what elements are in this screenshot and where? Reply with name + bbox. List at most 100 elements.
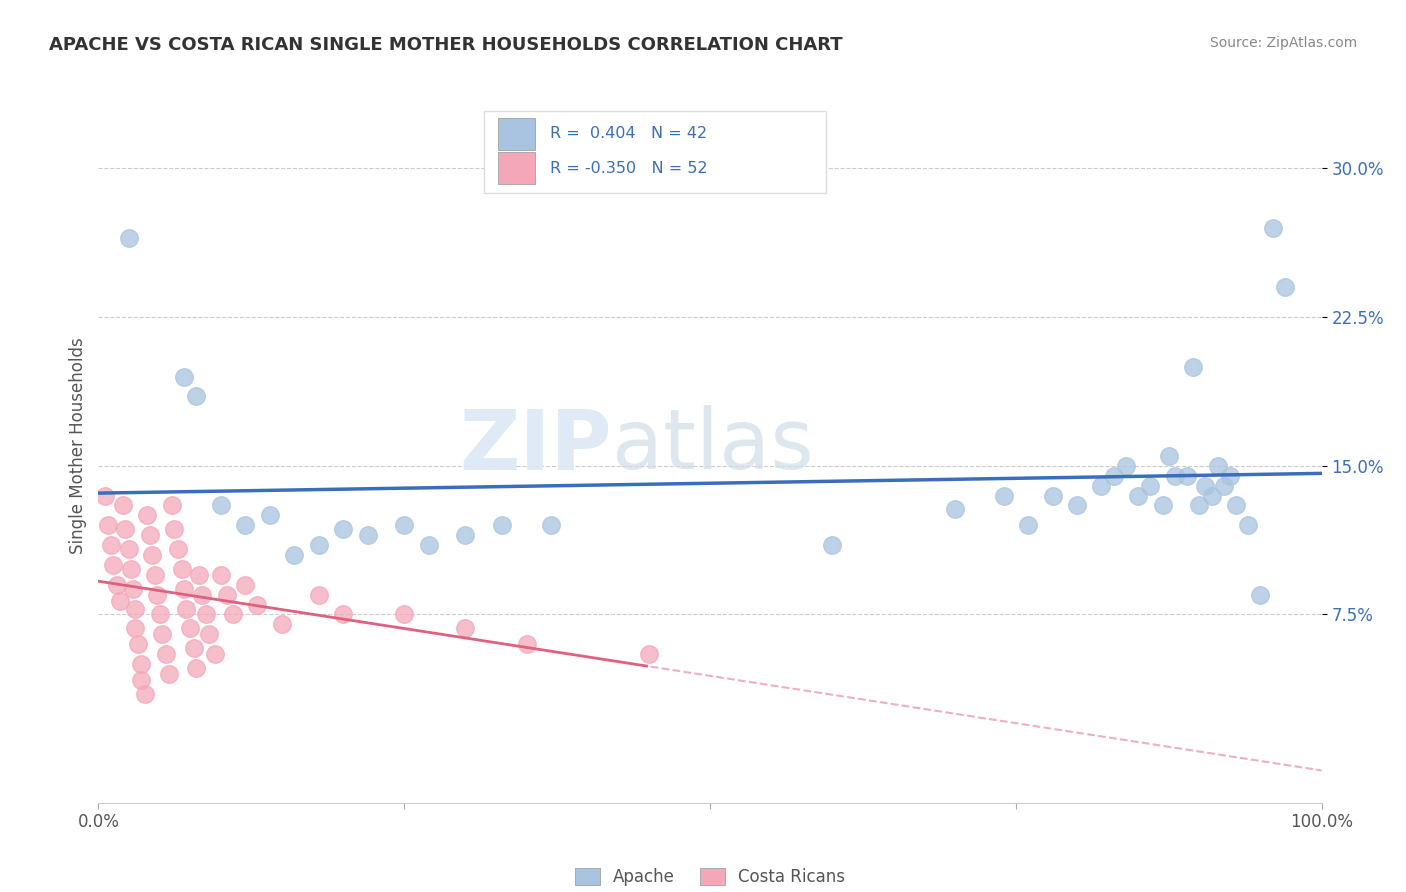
Point [1152, 499, 1174, 513]
Point [160, 499, 183, 513]
Y-axis label: Single Mother Households: Single Mother Households [69, 338, 87, 554]
Point [134, 687, 156, 701]
Text: APACHE VS COSTA RICAN SINGLE MOTHER HOUSEHOLDS CORRELATION CHART: APACHE VS COSTA RICAN SINGLE MOTHER HOUS… [49, 36, 842, 54]
Point [943, 502, 966, 516]
Point [308, 588, 330, 602]
Point [1128, 489, 1150, 503]
Point [110, 593, 132, 607]
Point [308, 538, 330, 552]
Point [270, 617, 294, 632]
Point [515, 637, 537, 651]
Point [163, 522, 186, 536]
Point [129, 673, 152, 687]
Point [187, 567, 209, 582]
Point [204, 647, 226, 661]
Point [150, 627, 173, 641]
Point [1201, 489, 1223, 503]
Point [167, 542, 190, 557]
Point [170, 562, 193, 576]
Point [1225, 499, 1247, 513]
Point [491, 518, 513, 533]
Point [259, 508, 281, 523]
Point [118, 231, 141, 245]
Point [146, 588, 169, 602]
Point [1274, 280, 1296, 294]
Point [157, 667, 180, 681]
Point [141, 548, 163, 562]
Point [186, 389, 208, 403]
Point [1042, 489, 1064, 503]
Point [1212, 478, 1234, 492]
Point [233, 518, 256, 533]
Point [114, 522, 136, 536]
Point [105, 578, 128, 592]
Point [111, 499, 134, 513]
Point [118, 542, 141, 557]
Point [121, 582, 143, 596]
Point [246, 598, 269, 612]
Point [173, 369, 195, 384]
Point [233, 578, 256, 592]
Point [1237, 518, 1260, 533]
Point [222, 607, 245, 622]
Point [454, 528, 477, 542]
Point [186, 661, 208, 675]
Point [1188, 499, 1211, 513]
Text: atlas: atlas [612, 406, 814, 486]
Point [176, 601, 198, 615]
Point [191, 588, 214, 602]
Point [540, 518, 562, 533]
Point [173, 582, 195, 596]
Legend: Apache, Costa Ricans: Apache, Costa Ricans [568, 861, 852, 892]
Point [143, 567, 166, 582]
Point [136, 508, 159, 523]
Point [139, 528, 162, 542]
FancyBboxPatch shape [498, 152, 536, 184]
Point [1017, 518, 1039, 533]
Point [1175, 468, 1198, 483]
Text: ZIP: ZIP [460, 406, 612, 486]
Point [1194, 478, 1216, 492]
Point [215, 588, 238, 602]
Point [149, 607, 172, 622]
Point [1182, 359, 1205, 374]
Point [1115, 458, 1137, 473]
Point [993, 489, 1015, 503]
Point [1102, 468, 1125, 483]
Point [392, 607, 416, 622]
Point [155, 647, 177, 661]
FancyBboxPatch shape [484, 111, 827, 193]
Point [1157, 449, 1180, 463]
Point [392, 518, 416, 533]
Point [101, 558, 124, 572]
Point [124, 621, 146, 635]
Point [100, 538, 122, 552]
Point [1261, 221, 1284, 235]
Point [179, 621, 201, 635]
Point [821, 538, 844, 552]
Point [127, 637, 149, 651]
Point [1249, 588, 1271, 602]
Point [283, 548, 305, 562]
Point [454, 621, 477, 635]
Point [1090, 478, 1112, 492]
Point [1066, 499, 1088, 513]
Point [1219, 468, 1241, 483]
Point [637, 647, 661, 661]
Point [332, 522, 354, 536]
Point [124, 601, 146, 615]
Point [97, 518, 120, 533]
Point [1139, 478, 1161, 492]
Text: R = -0.350   N = 52: R = -0.350 N = 52 [550, 161, 707, 176]
Text: R =  0.404   N = 42: R = 0.404 N = 42 [550, 127, 707, 141]
Point [1206, 458, 1229, 473]
Point [195, 607, 218, 622]
Point [332, 607, 354, 622]
Point [93, 489, 115, 503]
FancyBboxPatch shape [498, 118, 536, 150]
Point [209, 499, 232, 513]
Point [1164, 468, 1187, 483]
Point [418, 538, 440, 552]
Point [209, 567, 232, 582]
Point [356, 528, 378, 542]
